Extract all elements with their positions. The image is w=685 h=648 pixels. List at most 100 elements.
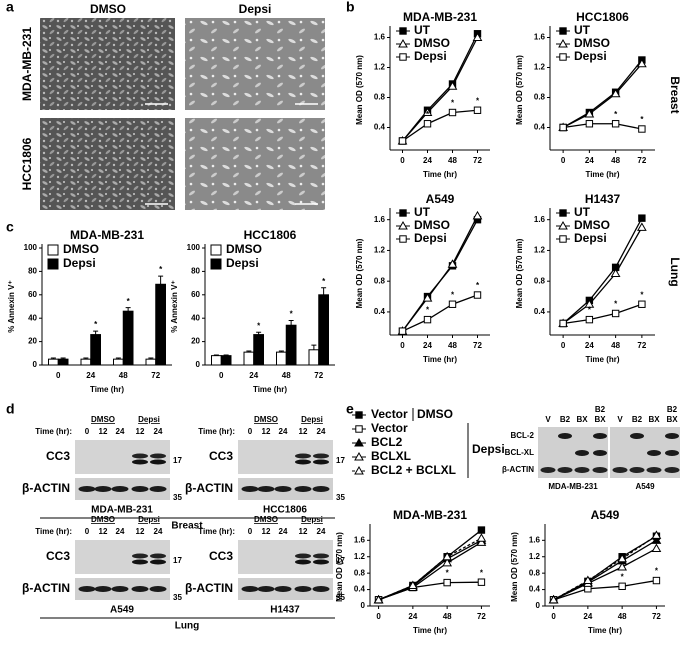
band (575, 450, 589, 456)
lane-label: 24 (154, 527, 163, 536)
panel-label: e (346, 401, 354, 417)
band (295, 459, 311, 465)
series-line (402, 109, 478, 142)
cell-line-label: MDA-MB-231 (548, 482, 598, 491)
significance-mark: * (614, 110, 618, 119)
size-marker: 17 (336, 556, 345, 565)
x-tick-label: 0 (400, 156, 405, 165)
legend-marker (558, 38, 568, 48)
bar (220, 355, 232, 366)
lane-label: 24 (116, 427, 125, 436)
marker (447, 259, 458, 268)
band (150, 453, 166, 459)
legend-marker (559, 53, 567, 61)
legend-marker (355, 425, 363, 433)
legend-label: Depsi (226, 256, 259, 270)
marker (472, 210, 483, 220)
band (294, 586, 312, 592)
marker (423, 120, 432, 128)
legend-marker (354, 451, 364, 461)
error-bar (223, 354, 229, 356)
y-tick-label: 0.4 (534, 123, 546, 132)
chart-title: A549 (591, 508, 620, 522)
y-tick-label: 1.6 (534, 33, 546, 42)
band (593, 433, 607, 439)
time-label: Time (hr): (198, 527, 235, 536)
significance-mark: * (446, 569, 450, 578)
error-bar (213, 354, 219, 356)
chart-title: HCC1806 (244, 228, 297, 242)
treatment-label: Depsi (138, 515, 160, 524)
marker (559, 123, 567, 132)
lane-label: 0 (85, 527, 90, 536)
error-bar (256, 331, 262, 335)
error-bar (288, 320, 294, 326)
legend-label: DMSO (414, 36, 450, 50)
protein-label: CC3 (209, 549, 233, 563)
condition-label: Depsi (239, 2, 272, 16)
x-tick-label: 24 (585, 156, 594, 165)
micrograph (40, 118, 175, 210)
lane-label: 12 (262, 427, 271, 436)
significance-mark: * (614, 300, 618, 309)
treatment-label: Depsi (301, 515, 323, 524)
tissue-label: Lung (175, 621, 199, 632)
y-axis-label: Mean OD (570 nm) (355, 238, 364, 308)
band (78, 586, 96, 592)
significance-mark: * (640, 290, 644, 299)
band (574, 467, 590, 473)
legend-label: Depsi (63, 256, 96, 270)
band (664, 467, 680, 473)
protein-label: β-ACTIN (185, 481, 233, 495)
bar (285, 324, 297, 366)
x-tick-label: 0 (561, 156, 566, 165)
lane-label: 12 (99, 527, 108, 536)
x-tick-label: 48 (443, 612, 452, 621)
y-tick-label: 1.6 (354, 535, 366, 544)
error-bar (148, 357, 154, 360)
marker (422, 107, 433, 116)
band (131, 586, 149, 592)
lane-label: B2 (632, 415, 643, 424)
x-tick-label: 24 (86, 371, 95, 380)
lane-label: 12 (99, 427, 108, 436)
marker (373, 594, 384, 604)
band (313, 559, 329, 565)
x-axis-label: Time (hr) (423, 355, 457, 364)
protein-label: CC3 (46, 549, 70, 563)
error-bar (115, 357, 121, 360)
protein-label: β-ACTIN (502, 465, 534, 474)
x-tick-label: 24 (423, 341, 432, 350)
lane-label: 12 (262, 527, 271, 536)
band (313, 553, 329, 559)
bar (90, 334, 101, 366)
x-tick-label: 0 (551, 612, 556, 621)
y-axis-label: Mean OD (570 nm) (515, 238, 524, 308)
panel-label: b (346, 0, 355, 15)
y-tick-label: 1.2 (529, 552, 541, 561)
cell-line-label: MDA-MB-231 (91, 505, 153, 516)
bar (155, 283, 166, 366)
lane-label: B2 (560, 415, 571, 424)
legend-swatch (210, 258, 222, 270)
lane-label: V (545, 415, 551, 424)
treatment-label: DMSO (91, 515, 115, 524)
error-bar (311, 344, 317, 350)
legend-marker (559, 27, 567, 35)
condition-label: DMSO (90, 2, 126, 16)
chart-title: A549 (426, 192, 455, 206)
marker (422, 293, 433, 302)
band (665, 433, 679, 439)
lane-label: 24 (279, 527, 288, 536)
error-bar (50, 357, 56, 360)
marker (398, 137, 407, 145)
x-tick-label: 72 (477, 612, 486, 621)
size-marker: 35 (336, 493, 345, 502)
band (295, 553, 311, 559)
y-tick-label: 60 (191, 290, 200, 299)
band (150, 559, 166, 565)
y-tick-label: 0.8 (534, 276, 546, 285)
legend-swatch (47, 244, 59, 256)
band (313, 453, 329, 459)
